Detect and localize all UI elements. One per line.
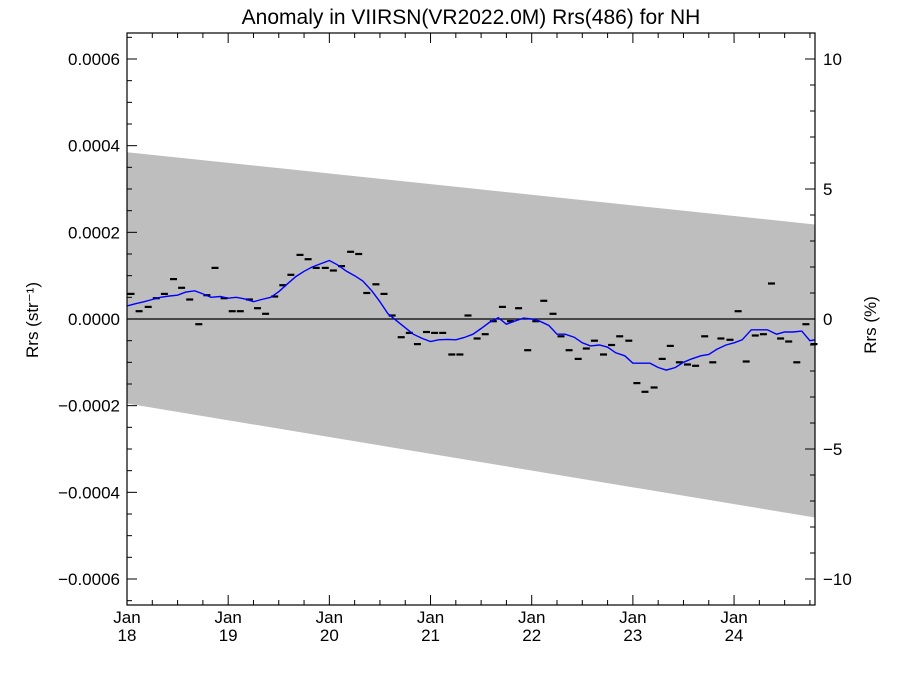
left-y-tick-label: −0.0004 — [58, 483, 120, 502]
right-y-tick-label: −10 — [823, 570, 852, 589]
left-y-tick-label: −0.0002 — [58, 397, 120, 416]
left-y-axis-label: Rrs (str⁻¹) — [23, 282, 42, 358]
x-tick-year-label: 23 — [623, 626, 642, 645]
left-y-tick-label: 0.0006 — [68, 50, 120, 69]
x-tick-year-label: 21 — [421, 626, 440, 645]
x-tick-month-label: Jan — [316, 608, 343, 627]
x-tick-month-label: Jan — [113, 608, 140, 627]
x-tick-month-label: Jan — [214, 608, 241, 627]
x-tick-year-label: 24 — [725, 626, 744, 645]
left-y-tick-labels: 0.0006 0.0004 0.0002 0.0000 −0.0002 −0.0004 −0… — [58, 50, 120, 589]
x-tick-year-label: 19 — [219, 626, 238, 645]
right-y-axis-label: Rrs (%) — [861, 296, 880, 354]
left-y-tick-label: 0.0002 — [68, 223, 120, 242]
right-y-tick-label: 5 — [823, 180, 832, 199]
chart-title: Anomaly in VIIRSN(VR2022.0M) Rrs(486) fo… — [242, 6, 701, 29]
x-tick-month-label: Jan — [720, 608, 747, 627]
x-tick-year-label: 20 — [320, 626, 339, 645]
left-y-tick-label: −0.0006 — [58, 570, 120, 589]
right-y-tick-label: 0 — [823, 310, 832, 329]
axis-ticks — [126, 32, 815, 606]
x-tick-year-label: 22 — [522, 626, 541, 645]
left-y-tick-label: 0.0004 — [68, 137, 120, 156]
running-mean-line — [126, 259, 816, 371]
right-y-tick-label: 10 — [823, 50, 842, 69]
x-tick-year-label: 18 — [118, 626, 137, 645]
left-y-tick-label: 0.0000 — [68, 310, 120, 329]
right-y-tick-labels: 10 5 0 −5 −10 — [823, 50, 852, 589]
x-tick-month-label: Jan — [417, 608, 444, 627]
monthly-points — [127, 250, 818, 393]
x-tick-month-label: Jan — [518, 608, 545, 627]
right-y-tick-label: −5 — [823, 440, 842, 459]
x-tick-month-label: Jan — [619, 608, 646, 627]
